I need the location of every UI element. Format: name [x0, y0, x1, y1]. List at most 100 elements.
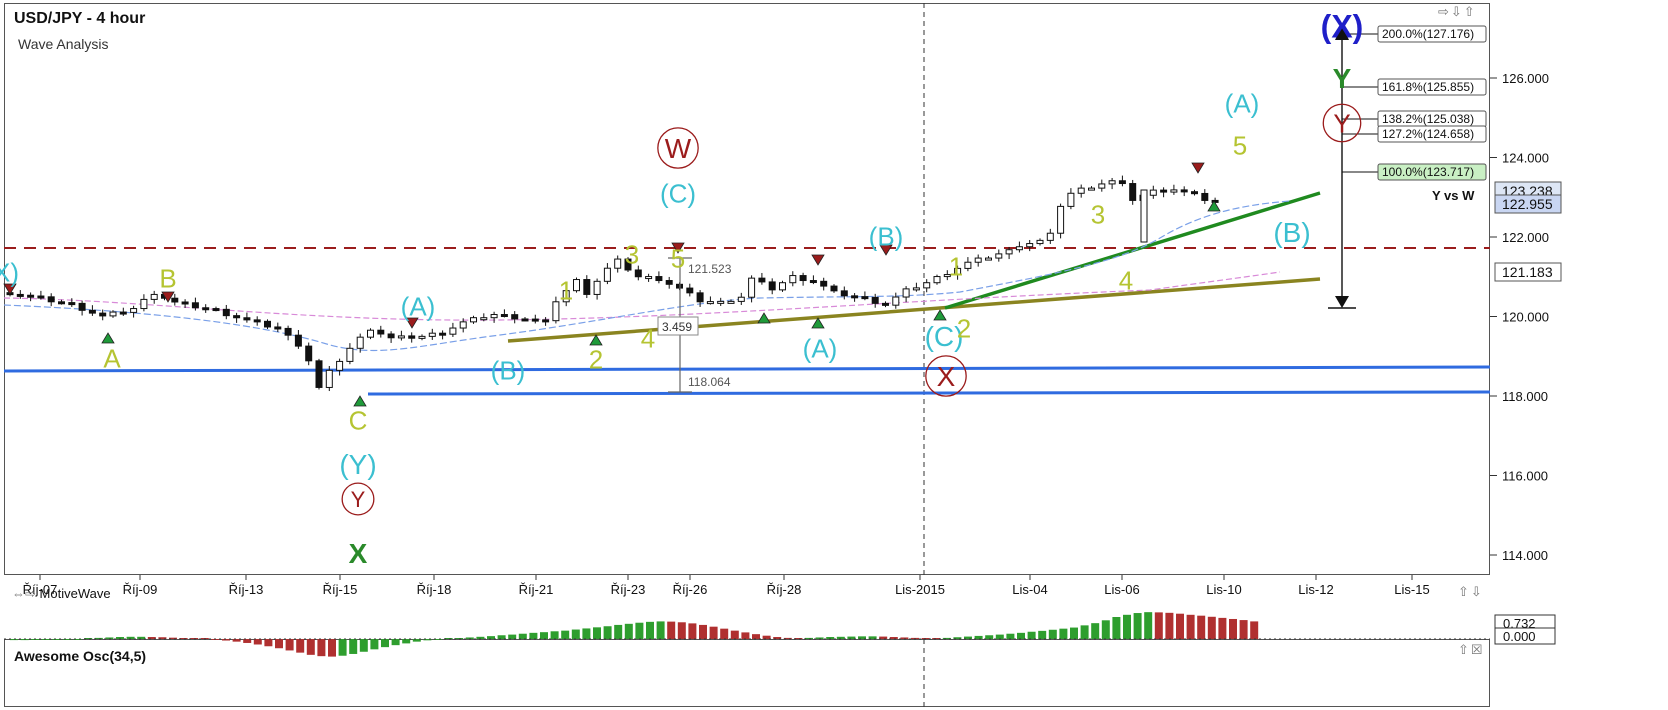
osc-bar [1048, 629, 1057, 639]
wave-label: 4 [641, 323, 655, 353]
support-line-upper [3, 365, 1491, 373]
candle-body [789, 275, 797, 284]
wave-label: (A) [401, 291, 436, 321]
candle-body [47, 296, 55, 303]
osc-bar [465, 637, 474, 639]
wave-label: (C) [660, 178, 696, 208]
candle-body [1057, 205, 1065, 234]
y-tick-label: 116.000 [1502, 469, 1548, 484]
moving-average-fast [3, 200, 1291, 352]
scroll-arrows-icon[interactable]: ⇔⇨ [12, 586, 36, 601]
fib-level-label: 127.2%(124.658) [1382, 127, 1474, 141]
candle-body [315, 360, 323, 388]
osc-value-tag [1494, 627, 1556, 645]
candle-body [851, 295, 859, 299]
osc-bar [889, 637, 898, 639]
candle-body [562, 290, 570, 303]
candle-body [336, 360, 344, 371]
candle-body [16, 293, 24, 297]
osc-bar [487, 636, 495, 639]
osc-bar [381, 639, 389, 648]
swing-low-marker [1207, 200, 1221, 212]
x-tick-label: Říj-23 [611, 582, 646, 597]
wave-label-circle [925, 355, 967, 397]
candle-body [871, 296, 879, 304]
osc-bar [847, 636, 856, 639]
candle-body [109, 311, 117, 317]
candle-body [954, 267, 962, 276]
wave-label: 2 [957, 313, 971, 343]
candle-body [490, 314, 498, 319]
candle-body [264, 320, 271, 328]
candle-body [130, 308, 138, 313]
candle-body [428, 332, 436, 337]
osc-bar [646, 621, 654, 639]
candle-body [737, 296, 745, 302]
wave-label: Y [1333, 63, 1352, 94]
fib-level-box [1377, 25, 1487, 43]
osc-bar [752, 634, 760, 639]
candle-body [346, 347, 354, 362]
osc-bar [932, 638, 941, 639]
osc-bar [741, 632, 750, 639]
candle-body [284, 327, 292, 336]
x-tick-label: Lis-12 [1298, 582, 1333, 597]
candle-body [717, 300, 725, 304]
wave-label: Y [1333, 108, 1350, 138]
x-tick-label: Říj-13 [229, 582, 264, 597]
candle-body [820, 280, 828, 287]
candle-body [325, 369, 333, 388]
osc-bar [1250, 621, 1259, 639]
candle-body [202, 307, 210, 311]
x-tick-label: Říj-21 [519, 582, 554, 597]
candle-body [727, 300, 735, 304]
price-chart-panel [4, 3, 1490, 575]
osc-bar [402, 639, 411, 644]
candle-body [500, 314, 508, 318]
axes: 114.000116.000118.000120.000122.000124.0… [23, 71, 1562, 645]
expand-icon[interactable]: ⇧⇩ [1458, 584, 1484, 599]
wave-label: (A) [803, 333, 838, 363]
osc-tick-label: 0.000 [1503, 629, 1536, 644]
y-tick-label: 120.000 [1502, 310, 1549, 325]
osc-bar [10, 639, 18, 641]
candle-body [387, 333, 395, 339]
candle-body [912, 287, 920, 291]
osc-bar [179, 638, 188, 639]
osc-bar [137, 636, 146, 639]
candle-body [408, 335, 416, 339]
green-trend-line [944, 191, 1321, 310]
osc-bar [232, 639, 241, 642]
wave-label: X) [0, 257, 19, 287]
candle-body [748, 277, 756, 298]
fib-level-label: 100.0%(123.717) [1382, 165, 1474, 179]
osc-bar [253, 639, 262, 645]
osc-controls-icon[interactable]: ⇧☒ [1458, 642, 1485, 657]
candle-body [799, 275, 807, 282]
candle-body [1088, 187, 1095, 191]
osc-bar [974, 635, 983, 639]
candle-body [119, 311, 127, 315]
osc-bar [1123, 614, 1131, 639]
osc-bar [391, 639, 400, 646]
x-tick-label: Říj-07 [23, 582, 58, 597]
osc-bar [603, 626, 612, 639]
panel-controls-icon[interactable]: ⇨⇩⇧ [1438, 4, 1477, 19]
fib-level-box [1377, 78, 1487, 96]
wave-label: A [103, 343, 121, 373]
wave-label: 2 [589, 344, 603, 374]
osc-bar [370, 639, 379, 650]
candle-body [665, 280, 673, 285]
osc-bar [582, 628, 591, 639]
candle-body [191, 302, 199, 309]
candle-body [140, 298, 148, 310]
candle-body [212, 308, 220, 312]
candle-body [1180, 189, 1188, 193]
swing-high-marker [879, 244, 893, 256]
osc-bar [805, 637, 813, 639]
osc-bar [1112, 617, 1121, 639]
osc-bar [158, 637, 167, 639]
osc-bar [1229, 618, 1237, 639]
osc-bar [677, 622, 686, 639]
